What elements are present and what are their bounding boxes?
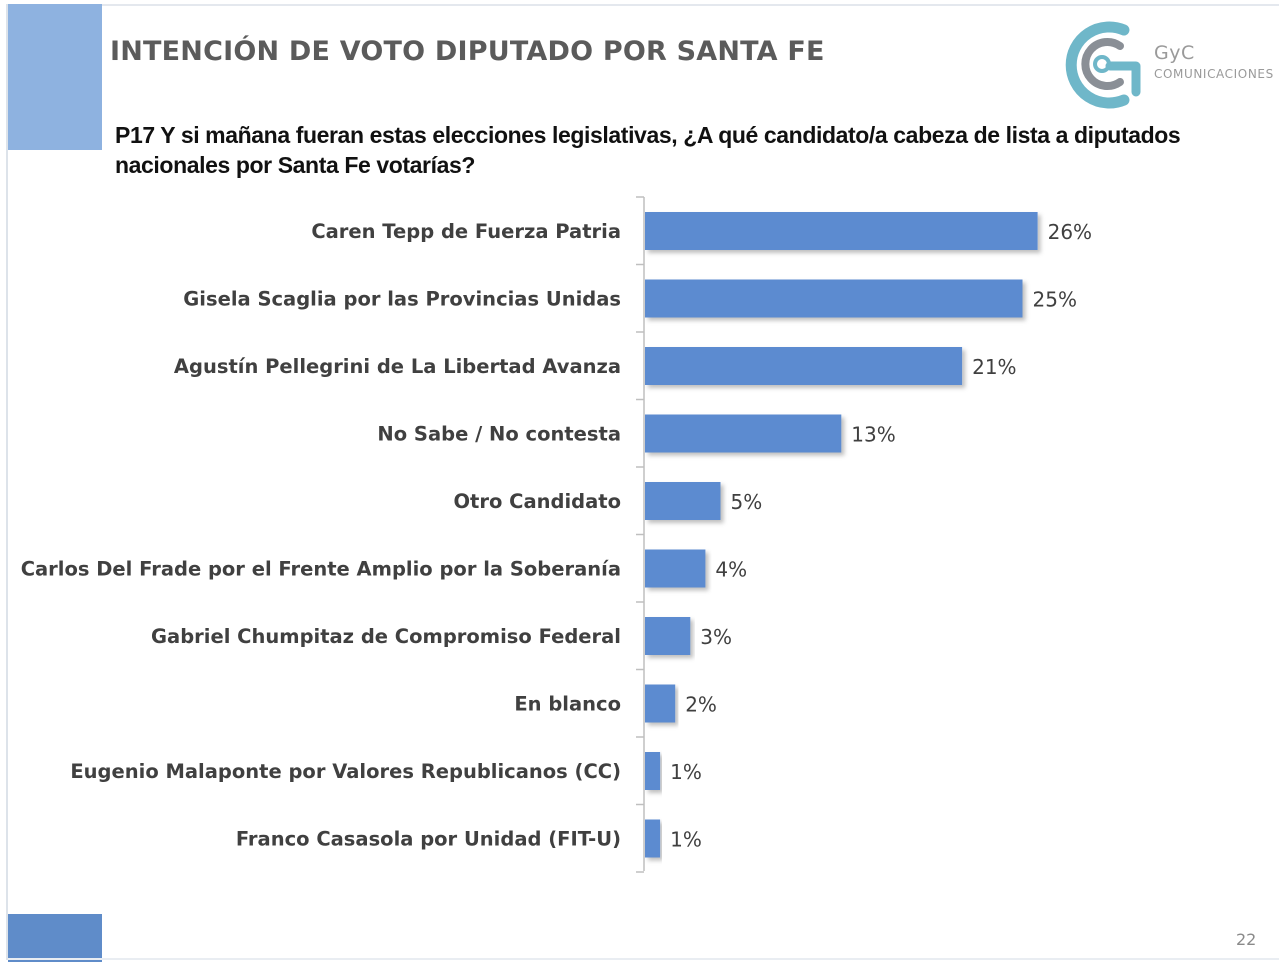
category-label: Eugenio Malaponte por Valores Republican… (70, 760, 621, 783)
value-label: 25% (1033, 288, 1077, 312)
gyc-logo-icon (1065, 21, 1141, 109)
category-label: Otro Candidato (453, 490, 621, 513)
bar (645, 347, 963, 385)
category-label: En blanco (514, 693, 621, 716)
value-label: 21% (972, 355, 1016, 379)
category-label: Franco Casasola por Unidad (FIT-U) (236, 828, 621, 851)
top-accent-block (8, 4, 102, 150)
value-label: 3% (700, 625, 732, 649)
left-edge-rule (6, 4, 8, 960)
bar (645, 684, 676, 723)
slide-title: INTENCIÓN DE VOTO DIPUTADO POR SANTA FE (110, 36, 825, 67)
value-label: 2% (685, 693, 717, 717)
bar (645, 212, 1038, 250)
bottom-rule (8, 958, 1279, 960)
bottom-accent-block (8, 914, 102, 962)
company-logo: GyC COMUNICACIONES (1062, 16, 1274, 112)
category-label: Caren Tepp de Fuerza Patria (311, 220, 621, 243)
top-rule (8, 4, 1279, 6)
value-label: 1% (670, 760, 702, 784)
value-label: 26% (1048, 220, 1092, 244)
bar (645, 752, 661, 790)
bar (645, 617, 691, 655)
bar (645, 549, 706, 588)
category-label: Gabriel Chumpitaz de Compromiso Federal (151, 625, 621, 648)
value-label: 5% (731, 490, 763, 514)
question-text: P17 Y si mañana fueran estas elecciones … (115, 122, 1181, 178)
logo-name-line1: GyC (1154, 42, 1195, 64)
page-number: 22 (1236, 930, 1257, 949)
value-label: 13% (851, 423, 895, 447)
value-label: 1% (670, 828, 702, 852)
bar (645, 279, 1023, 318)
bar (645, 414, 842, 453)
bar (645, 482, 721, 520)
logo-name-line2: COMUNICACIONES (1154, 67, 1274, 81)
category-label: Gisela Scaglia por las Provincias Unidas (183, 288, 621, 311)
bar (645, 819, 661, 858)
value-label: 4% (715, 558, 747, 582)
category-label: No Sabe / No contesta (377, 423, 621, 446)
category-label: Carlos Del Frade por el Frente Amplio po… (21, 558, 621, 581)
category-label: Agustín Pellegrini de La Libertad Avanza (174, 355, 621, 378)
